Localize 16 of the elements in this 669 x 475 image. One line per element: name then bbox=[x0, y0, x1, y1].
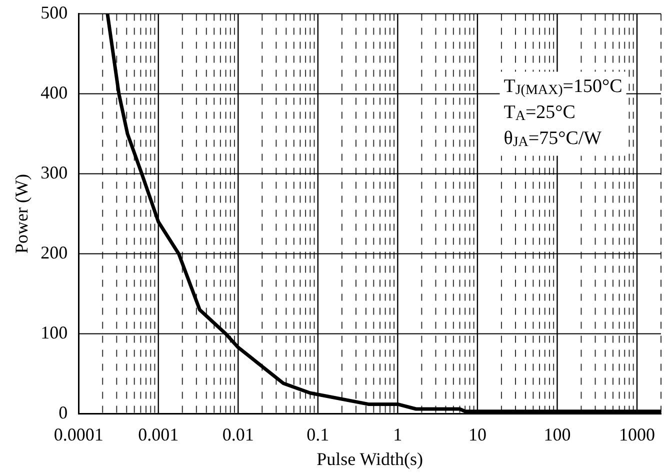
x-tick-label: 0.1 bbox=[306, 424, 330, 444]
x-tick-label: 1000 bbox=[618, 424, 655, 444]
y-tick-label: 200 bbox=[40, 242, 68, 263]
y-axis-title: Power (W) bbox=[12, 174, 32, 254]
x-tick-label: 0.0001 bbox=[54, 424, 104, 444]
y-tick-label: 0 bbox=[58, 402, 68, 423]
x-tick-label: 1 bbox=[393, 424, 402, 444]
x-tick-label: 0.01 bbox=[222, 424, 254, 444]
y-tick-label: 400 bbox=[40, 82, 68, 103]
x-tick-label: 100 bbox=[544, 424, 571, 444]
y-tick-label: 500 bbox=[40, 2, 68, 23]
x-axis-title: Pulse Width(s) bbox=[316, 448, 424, 469]
x-tick-label: 0.001 bbox=[138, 424, 179, 444]
y-tick-label: 100 bbox=[40, 322, 68, 343]
x-tick-label: 10 bbox=[468, 424, 486, 444]
y-tick-label: 300 bbox=[40, 162, 68, 183]
